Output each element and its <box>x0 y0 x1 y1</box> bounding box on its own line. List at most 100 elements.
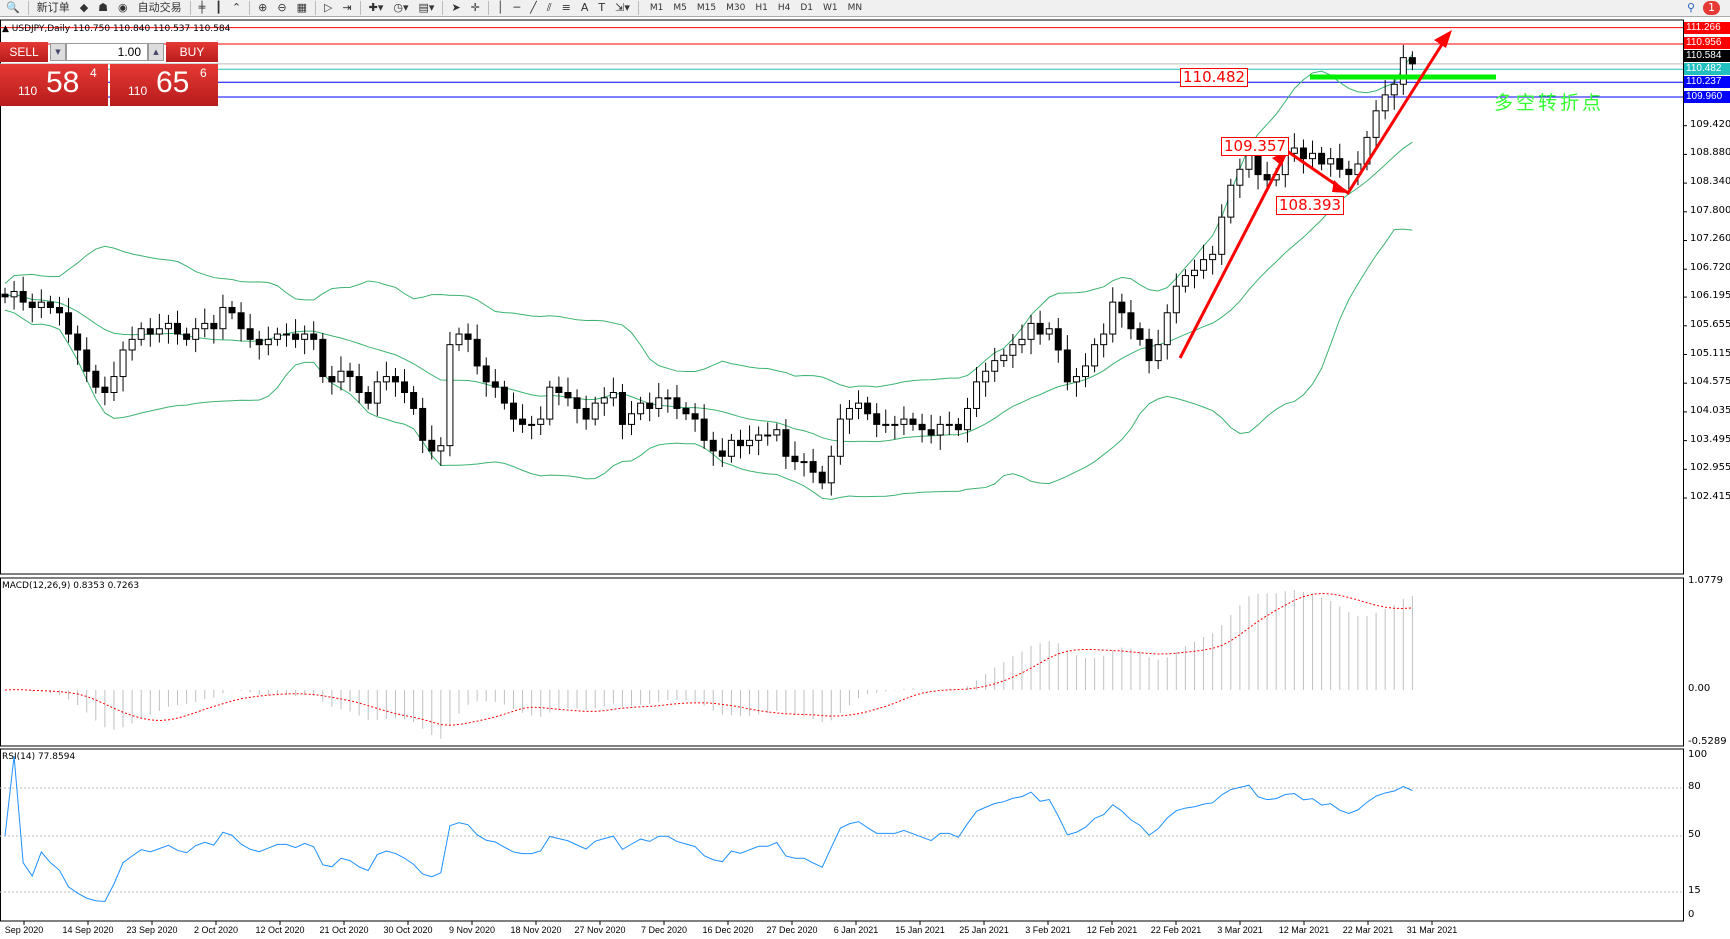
bear-candle <box>673 397 681 409</box>
date-axis-label: 3 Mar 2021 <box>1217 925 1263 935</box>
one-click-trading-panel: SELL ▼ 1.00 ▲ BUY 110 58 4 110 65 6 <box>0 42 218 106</box>
sell-button[interactable]: SELL <box>0 42 48 62</box>
zoom-out-icon[interactable]: ⊖ <box>277 1 287 14</box>
date-axis-label: 12 Oct 2020 <box>255 925 305 935</box>
bear-candle <box>210 322 218 330</box>
navigator-icon[interactable]: ☗ <box>98 1 109 14</box>
bull-candle <box>991 360 999 372</box>
timeframe-m15[interactable]: M15 <box>696 3 717 13</box>
bear-candle <box>391 376 399 383</box>
bear-candle <box>1136 328 1144 340</box>
timeframe-d1[interactable]: D1 <box>800 3 813 13</box>
timeframe-m30[interactable]: M30 <box>726 3 746 13</box>
sell-price-button[interactable]: 110 58 4 <box>0 64 108 106</box>
indicators-icon[interactable]: ✚▾ <box>368 1 384 14</box>
date-axis-label: 12 Mar 2021 <box>1278 925 1330 935</box>
text-icon[interactable]: A <box>580 1 589 14</box>
bull-candle <box>655 397 663 409</box>
price-axis-label: 108.340 <box>1690 176 1730 188</box>
new-order-button[interactable]: 新订单 <box>36 1 70 14</box>
search-icon[interactable]: ⚲ <box>1686 1 1695 14</box>
rsi-axis-label: 0 <box>1688 909 1695 920</box>
buy-button[interactable]: BUY <box>166 42 218 62</box>
buy-price-button[interactable]: 110 65 6 <box>110 64 218 106</box>
date-axis-label: 9 Nov 2020 <box>448 925 496 935</box>
bull-candle <box>609 392 617 399</box>
date-axis-label: 7 Dec 2020 <box>640 925 688 935</box>
horizontal-line-icon[interactable]: ─ <box>513 1 521 14</box>
reversal-point-text[interactable]: 多空转折点 <box>1494 92 1605 114</box>
text-label-icon[interactable]: T <box>598 1 606 14</box>
bear-candle <box>709 439 717 452</box>
equidistant-channel-icon[interactable]: ⫽ <box>546 1 552 14</box>
timeframe-w1[interactable]: W1 <box>823 3 838 13</box>
chart-shift-icon[interactable]: ⇥ <box>342 1 352 14</box>
lot-increase-icon[interactable]: ▲ <box>148 43 164 61</box>
high-label-box[interactable]: 109.357 <box>1221 137 1290 156</box>
crosshair-icon[interactable]: ✛ <box>470 1 480 14</box>
bear-candle <box>237 312 245 330</box>
bull-candle <box>755 434 763 441</box>
bull-candle <box>1209 253 1217 261</box>
main-chart-frame <box>0 19 1684 575</box>
lot-decrease-icon[interactable]: ▼ <box>50 43 66 61</box>
vertical-line-icon[interactable]: │ <box>496 1 504 14</box>
periods-icon[interactable]: ◷▾ <box>393 1 409 14</box>
bear-candle <box>292 333 300 340</box>
date-axis-label: 15 Jan 2021 <box>895 925 945 935</box>
metaeditor-icon[interactable]: ◆ <box>79 1 89 14</box>
bull-candle <box>1290 147 1298 154</box>
price-axis-label: 109.420 <box>1690 118 1730 130</box>
lot-size-input[interactable]: 1.00 <box>66 43 148 61</box>
timeframe-h4[interactable]: H4 <box>777 3 791 13</box>
bear-candle <box>1408 57 1416 65</box>
bull-candle <box>1045 328 1053 335</box>
macd-signal-line <box>4 592 1413 726</box>
bull-candle <box>963 407 971 431</box>
bear-candle <box>255 338 263 346</box>
low-label-box[interactable]: 108.393 <box>1276 196 1345 215</box>
auto-scroll-icon[interactable]: ▷ <box>323 1 333 14</box>
fibonacci-icon[interactable]: ≡ <box>561 1 571 14</box>
bull-candle <box>1327 158 1335 165</box>
chart-canvas[interactable] <box>0 18 1730 939</box>
bull-candle <box>1381 94 1389 112</box>
cursor-icon[interactable]: ➤ <box>451 1 461 14</box>
bear-candle <box>46 301 54 308</box>
rsi-axis-label: 80 <box>1688 781 1701 792</box>
date-axis-label: 3 Feb 2021 <box>1025 925 1071 935</box>
bollinger-band-mid <box>4 141 1413 443</box>
bear-candle <box>65 312 73 335</box>
price-tag: 110.237 <box>1684 76 1730 89</box>
templates-icon[interactable]: ▤▾ <box>418 1 435 14</box>
date-axis-label: 12 Feb 2021 <box>1086 925 1138 935</box>
signals-icon[interactable]: ◉ <box>118 1 128 14</box>
search-icon[interactable]: 🔍 <box>6 1 20 14</box>
timeframe-m1[interactable]: M1 <box>649 3 664 13</box>
price-label-box[interactable]: 110.482 <box>1180 68 1249 87</box>
timeframe-m5[interactable]: M5 <box>673 3 687 13</box>
price-axis-label: 102.415 <box>1690 491 1730 502</box>
trendline-icon[interactable]: ╱ <box>530 1 537 14</box>
notification-badge[interactable]: 1 <box>1703 1 1720 15</box>
macd-label: MACD(12,26,9) 0.8353 0.7263 <box>2 581 140 591</box>
auto-trading-button[interactable]: 自动交易 <box>137 1 182 14</box>
timeframe-mn[interactable]: MN <box>847 3 863 13</box>
date-axis-label: 22 Feb 2021 <box>1150 925 1202 935</box>
bear-candle <box>364 392 372 404</box>
line-chart-icon[interactable]: ⌃ <box>231 1 242 14</box>
bar-chart-icon[interactable]: ╪ <box>198 1 206 14</box>
price-axis-label: 104.575 <box>1690 376 1730 388</box>
timeframe-h1[interactable]: H1 <box>755 3 768 13</box>
zoom-in-icon[interactable]: ⊕ <box>258 1 268 14</box>
trend-arrow <box>1178 37 1448 359</box>
bull-candle <box>1372 110 1380 138</box>
tile-windows-icon[interactable]: ▦ <box>296 1 307 14</box>
date-axis-label: 18 Nov 2020 <box>510 925 562 935</box>
candlestick-icon[interactable]: ┃ <box>215 1 222 14</box>
bull-candle <box>446 344 454 447</box>
arrows-icon[interactable]: ⇲▾ <box>615 1 630 14</box>
bear-candle <box>691 413 699 420</box>
bull-candle <box>373 381 381 404</box>
bear-candle <box>646 402 654 409</box>
